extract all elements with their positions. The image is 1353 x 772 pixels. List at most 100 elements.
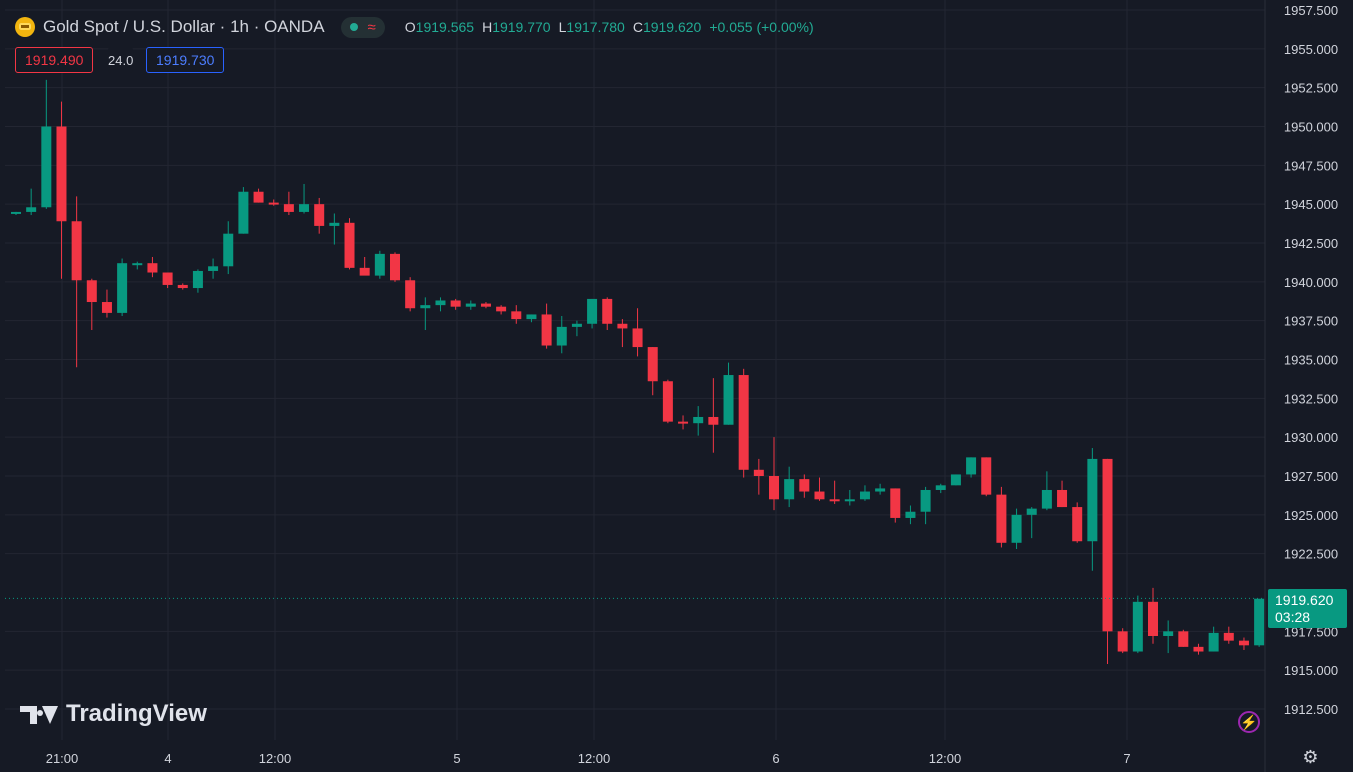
lightning-icon[interactable]: ⚡	[1238, 711, 1260, 733]
candle-up	[935, 483, 946, 494]
candle-body	[1178, 631, 1189, 647]
candle-up	[950, 474, 961, 486]
candle-body	[1148, 601, 1158, 636]
candle-body	[1132, 601, 1143, 652]
candle-body	[450, 300, 461, 307]
candle-up	[571, 320, 582, 337]
candle-body	[799, 479, 810, 492]
symbol-title[interactable]: Gold Spot / U.S. Dollar · 1h · OANDA	[43, 17, 325, 36]
candle-up	[420, 297, 431, 330]
candle-down	[647, 347, 658, 396]
gear-icon[interactable]: ⚙	[1302, 747, 1319, 767]
candle-body	[950, 474, 961, 486]
price-tick-label: 1930.000	[1284, 430, 1338, 445]
candle-down	[1072, 502, 1083, 543]
candle-body	[920, 489, 931, 512]
candle-body	[1072, 507, 1083, 542]
candle-body	[753, 469, 764, 476]
candle-body	[223, 233, 234, 267]
last-price-value: 1919.620	[1275, 592, 1334, 608]
time-tick-label: 7	[1123, 751, 1130, 766]
spread-value: 24.0	[108, 47, 134, 73]
candle-body	[465, 303, 476, 307]
price-axis[interactable]: 1957.500 1955.000 1952.500 1950.000 1947.500…	[1284, 3, 1338, 717]
candle-up	[329, 213, 340, 245]
price-tick-label: 1940.000	[1284, 275, 1338, 290]
candle-down	[480, 302, 491, 309]
candle-up	[1026, 507, 1037, 539]
candle-down	[632, 308, 643, 357]
candle-body	[314, 204, 325, 226]
candle-body	[678, 421, 689, 424]
high-label: H	[482, 19, 493, 35]
candle-body	[177, 284, 188, 289]
candle-body	[147, 263, 158, 273]
candle-body	[390, 253, 400, 281]
candle-body	[541, 314, 552, 346]
candle-body	[784, 479, 795, 500]
candle-body	[723, 375, 734, 425]
candle-down	[753, 458, 764, 495]
candle-down	[177, 283, 188, 290]
gold-symbol-icon	[15, 17, 35, 37]
candle-body	[405, 280, 416, 309]
open-label: O	[404, 19, 416, 35]
candle-up	[920, 486, 931, 525]
candle-down	[450, 298, 461, 310]
candle-body	[1223, 632, 1234, 641]
candle-up	[693, 406, 704, 436]
chart-grid	[5, 0, 1265, 740]
market-status[interactable]: ≈	[340, 16, 385, 38]
candle-body	[208, 266, 219, 271]
candle-body	[480, 303, 491, 307]
candle-body	[571, 323, 582, 327]
data-delay-icon: ≈	[367, 18, 376, 36]
candle-body	[117, 263, 128, 313]
buy-button[interactable]: 1919.730	[146, 47, 225, 73]
candle-down	[662, 379, 673, 424]
time-axis[interactable]: 21:00 4 12:00 5 12:00 6 12:00 7	[46, 751, 1131, 766]
candle-down	[1178, 629, 1189, 647]
candle-up	[875, 483, 886, 495]
candle-body	[329, 222, 340, 226]
price-tick-label: 1935.000	[1284, 353, 1338, 368]
time-tick-label: 6	[772, 751, 779, 766]
candle-down	[344, 218, 355, 270]
candle-body	[1057, 489, 1068, 508]
candle-body	[1011, 514, 1022, 543]
price-tick-label: 1917.500	[1284, 624, 1338, 639]
candle-up	[556, 316, 567, 354]
time-tick-label: 4	[164, 751, 171, 766]
candle-body	[632, 328, 643, 348]
candle-up	[223, 221, 234, 275]
candle-up	[435, 297, 446, 312]
last-price-label: 1919.620 03:28	[1268, 589, 1347, 628]
candle-up	[465, 300, 476, 310]
candle-down	[829, 480, 840, 504]
tradingview-logo-icon	[20, 703, 58, 725]
tradingview-logo[interactable]: TradingView	[20, 700, 207, 728]
candle-body	[981, 457, 992, 495]
price-tick-label: 1942.500	[1284, 236, 1338, 251]
candle-body	[1238, 640, 1249, 646]
candle-up	[1011, 508, 1022, 550]
candle-up	[238, 187, 249, 234]
candle-up	[723, 362, 734, 425]
candle-body	[86, 280, 97, 303]
candle-body	[435, 300, 446, 306]
candle-down	[814, 477, 825, 501]
candle-body	[996, 494, 1007, 543]
candle-down	[1057, 480, 1068, 508]
candle-up	[1254, 598, 1265, 647]
candle-up	[526, 314, 537, 323]
candle-body	[617, 323, 628, 329]
close-label: C	[632, 19, 643, 35]
time-tick-label: 21:00	[46, 751, 79, 766]
candle-body	[647, 347, 658, 382]
candle-body	[556, 326, 567, 346]
time-tick-label: 12:00	[259, 751, 292, 766]
candle-up	[192, 269, 203, 293]
sell-button[interactable]: 1919.490	[15, 47, 94, 73]
candle-up	[1208, 626, 1219, 652]
